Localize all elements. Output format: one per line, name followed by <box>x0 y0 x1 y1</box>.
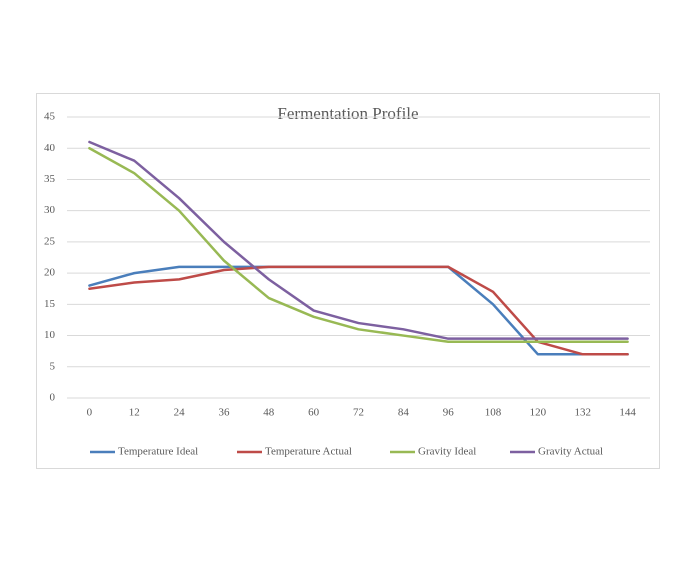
y-tick-label: 20 <box>44 267 56 279</box>
series-line <box>88 140 629 340</box>
x-tick-label: 60 <box>308 407 320 419</box>
x-tick-label: 84 <box>398 407 410 419</box>
series-line <box>88 146 629 344</box>
x-tick-label: 72 <box>353 407 364 419</box>
y-tick-label: 10 <box>44 329 56 341</box>
y-tick-label: 15 <box>44 298 56 310</box>
x-tick-label: 120 <box>530 407 547 419</box>
x-tick-label: 96 <box>443 407 455 419</box>
y-tick-label: 5 <box>50 360 56 372</box>
y-tick-label: 0 <box>50 392 56 404</box>
y-tick-label: 30 <box>44 204 56 216</box>
x-tick-label: 132 <box>574 407 591 419</box>
x-tick-label: 48 <box>263 407 275 419</box>
y-tick-label: 35 <box>44 173 56 185</box>
legend-label: Gravity Actual <box>538 446 603 458</box>
x-tick-label: 12 <box>129 407 140 419</box>
legend-label: Gravity Ideal <box>418 446 476 458</box>
y-tick-label: 40 <box>44 142 56 154</box>
y-tick-label: 45 <box>44 111 56 123</box>
x-tick-label: 36 <box>218 407 230 419</box>
x-tick-label: 144 <box>619 407 636 419</box>
y-tick-label: 25 <box>44 235 56 247</box>
x-tick-label: 0 <box>87 407 93 419</box>
x-tick-label: 108 <box>485 407 502 419</box>
legend-label: Temperature Ideal <box>118 446 198 458</box>
legend-label: Temperature Actual <box>265 446 352 458</box>
chart-title: Fermentation Profile <box>277 104 418 123</box>
x-tick-label: 24 <box>174 407 186 419</box>
